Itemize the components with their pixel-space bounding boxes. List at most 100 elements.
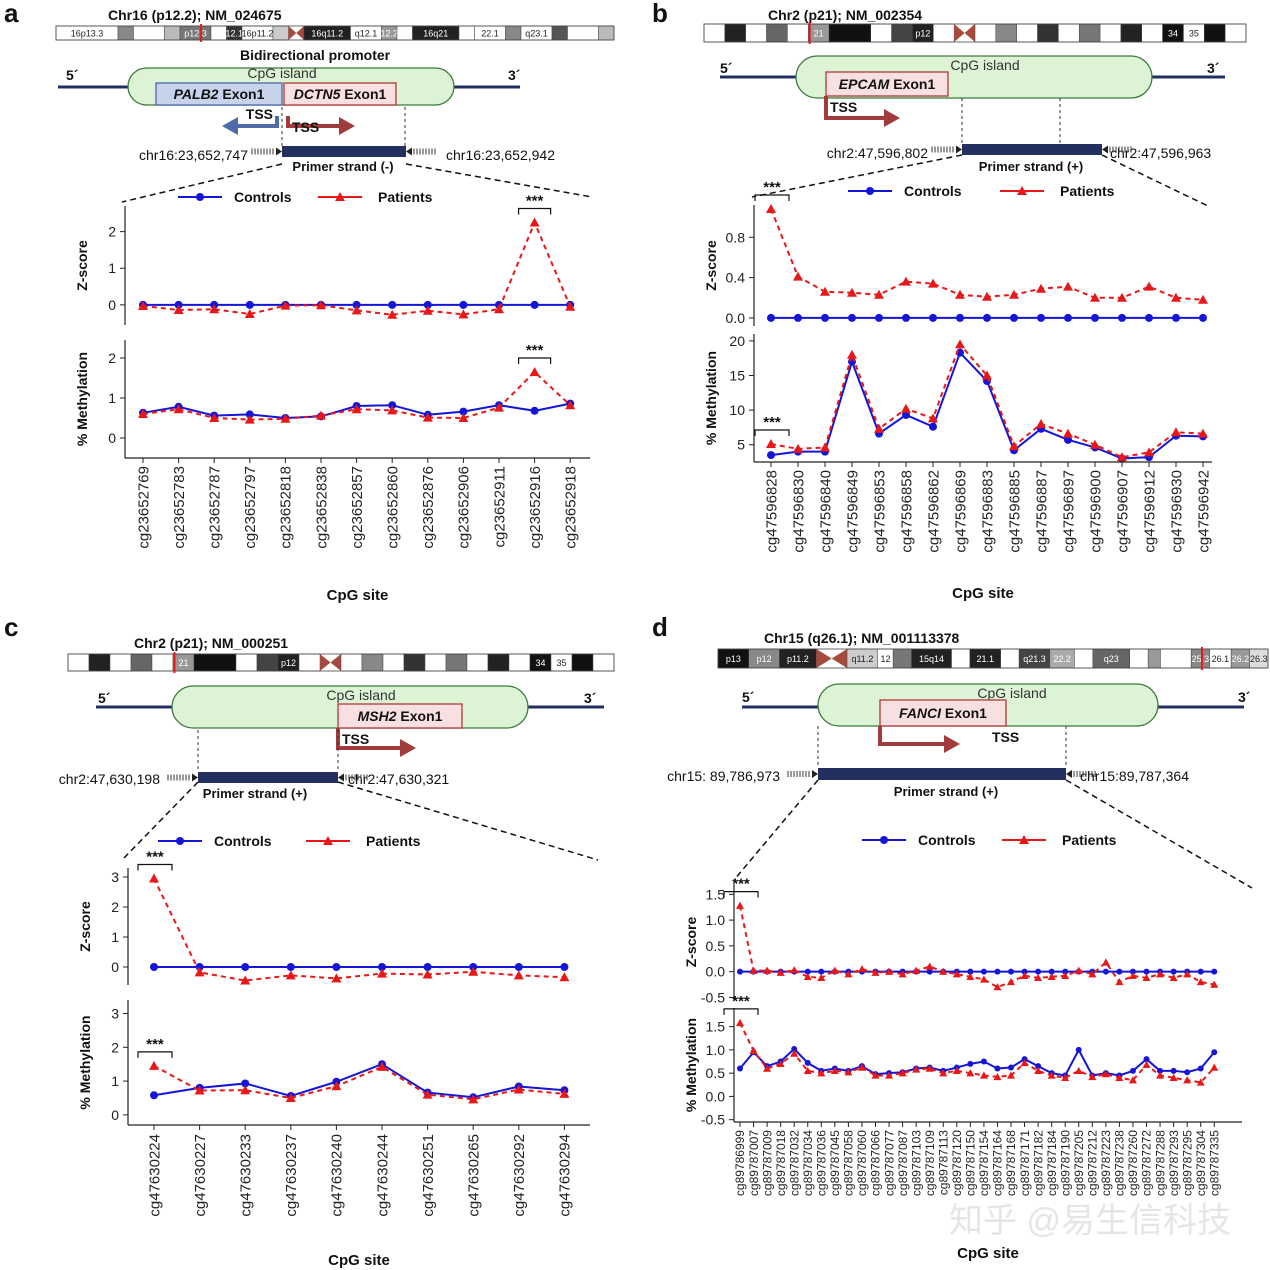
zscore-controls-point xyxy=(378,963,386,971)
methylation-patients-point xyxy=(1047,1071,1056,1079)
methylation-controls-point xyxy=(1170,1067,1177,1074)
zscore-patients-point xyxy=(749,966,758,974)
methylation-significance-label: *** xyxy=(763,414,781,431)
methylation-significance-label: *** xyxy=(732,993,750,1010)
methylation-y-tick-label: 0.5 xyxy=(706,1065,726,1081)
cpg-site-label: cg23652818 xyxy=(278,466,295,549)
ideogram-band-label: p13 xyxy=(726,654,741,664)
zscore-patients-point xyxy=(803,972,812,980)
methylation-y-label: % Methylation xyxy=(683,1018,699,1112)
methylation-plot: 0 1 2 3 % Methylation *** cg47630224 cg47630227… xyxy=(77,1000,590,1269)
methylation-patients-point xyxy=(513,1084,524,1094)
methylation-patients-point xyxy=(387,405,398,415)
methylation-plot: -0.5 0.0 0.5 1.0 1.5 % Methylation *** cg897869… xyxy=(683,993,1242,1262)
legend-controls-marker xyxy=(880,836,888,844)
zscore-controls-point xyxy=(1145,313,1153,322)
exon-suffix: Exon1 xyxy=(340,86,386,102)
ideogram-band-label: p11.2 xyxy=(787,654,809,664)
legend-controls-label: Controls xyxy=(234,189,292,205)
tss-label: TSS xyxy=(292,119,319,135)
ideogram-band xyxy=(933,23,955,43)
zscore-patients-point xyxy=(847,287,857,297)
methylation-patients-point xyxy=(830,1066,839,1075)
zscore-controls-point xyxy=(1197,968,1204,975)
zscore-controls-point xyxy=(459,300,468,309)
zscore-patients-point xyxy=(559,972,570,982)
zscore-patients-point xyxy=(1047,972,1056,980)
methylation-patients-point xyxy=(817,1069,826,1077)
zscore-controls-point xyxy=(1172,313,1180,322)
methylation-patients-point xyxy=(565,400,576,410)
zoom-line-right xyxy=(405,163,593,198)
zscore-y-tick-label: 1 xyxy=(108,260,116,276)
cpg-site-label: cg47596907 xyxy=(1114,470,1131,553)
cpg-site-label: cg89787034 xyxy=(801,1130,815,1196)
zscore-y-tick-label: 0 xyxy=(111,959,119,975)
legend-patients-label: Patients xyxy=(366,833,421,849)
zscore-controls-point xyxy=(1170,968,1177,975)
methylation-y-tick-label: 0 xyxy=(111,1107,119,1123)
tss-arrow-line xyxy=(236,116,279,128)
ideogram-band-label: q21.3 xyxy=(1023,654,1046,664)
panel-letter: a xyxy=(4,0,19,28)
legend-patients-marker xyxy=(323,836,333,845)
zscore-significance-bracket xyxy=(137,863,173,871)
zscore-patients-point xyxy=(901,276,911,286)
methylation-plot: 5 10 15 20 % Methylation *** cg47596828 cg47596… xyxy=(703,333,1212,602)
methylation-controls-point xyxy=(791,1045,798,1052)
zoom-line-right xyxy=(1065,779,1253,889)
zscore-plot: 0.0 0.4 0.8 Z-score *** xyxy=(703,179,1208,326)
ideogram-band xyxy=(1078,23,1101,43)
ideogram-band xyxy=(1099,23,1122,43)
tss-arrow-line xyxy=(824,96,886,120)
methylation-patients-point xyxy=(1101,1070,1110,1078)
methylation-patients-line xyxy=(153,1065,565,1101)
methylation-patients-point xyxy=(993,1072,1002,1081)
zscore-patients-point xyxy=(928,278,938,288)
zscore-controls-point xyxy=(332,963,341,971)
zscore-patients-point xyxy=(468,966,479,976)
cpg-site-label: cg89787184 xyxy=(1045,1130,1059,1196)
zscore-controls-point xyxy=(1199,313,1207,322)
exon-box xyxy=(283,82,397,106)
zscore-patients-point xyxy=(830,966,839,974)
methylation-patients-point xyxy=(912,1065,921,1073)
methylation-patients-point xyxy=(351,404,362,414)
methylation-y-tick-label: 2 xyxy=(108,350,116,366)
ideogram-band-label: 16q11.2 xyxy=(311,29,343,39)
methylation-patients-point xyxy=(1036,418,1046,428)
cpg-site-label: cg89787109 xyxy=(923,1130,937,1196)
zscore-controls-point xyxy=(1008,968,1014,975)
methylation-patients-point xyxy=(1196,1078,1205,1086)
methylation-patients-point xyxy=(244,414,255,424)
methylation-patients-line xyxy=(770,342,1204,459)
zoom-line-right xyxy=(337,781,599,861)
cpg-site-label: cg23652860 xyxy=(384,466,401,549)
zscore-plot: -0.5 0.0 0.5 1.0 1.5 Z-score *** xyxy=(683,876,1219,1005)
methylation-controls-point xyxy=(994,1065,1001,1072)
zscore-controls-point xyxy=(875,313,883,322)
methylation-controls-point xyxy=(1064,435,1072,444)
methylation-significance-label: *** xyxy=(526,342,544,359)
zscore-controls-point xyxy=(530,300,539,309)
zscore-controls-point xyxy=(1129,968,1136,975)
zscore-y-label: Z-score xyxy=(703,240,719,291)
zscore-patients-point xyxy=(939,967,948,975)
ideogram-band xyxy=(193,653,237,672)
ideogram-band xyxy=(1058,23,1080,43)
panel-a: a Chr16 (p12.2); NM_024675 16p13.3 p12.3 12.… xyxy=(4,0,615,604)
methylation-patients-point xyxy=(1009,441,1019,451)
zscore-patients-point xyxy=(209,304,220,314)
zscore-patients-point xyxy=(1034,973,1043,982)
ideogram-band xyxy=(891,23,913,43)
zscore-y-label: Z-score xyxy=(683,917,699,968)
exon-gene-name: MSH2 xyxy=(358,708,397,724)
ideogram-band xyxy=(598,25,615,41)
methylation-patients-point xyxy=(844,1068,853,1076)
zscore-controls-point xyxy=(1010,313,1018,322)
zscore-significance-label: *** xyxy=(146,849,164,866)
cpg-site-label: cg47596887 xyxy=(1033,470,1050,553)
zscore-patients-point xyxy=(776,968,785,976)
zscore-significance-bracket xyxy=(517,207,552,215)
